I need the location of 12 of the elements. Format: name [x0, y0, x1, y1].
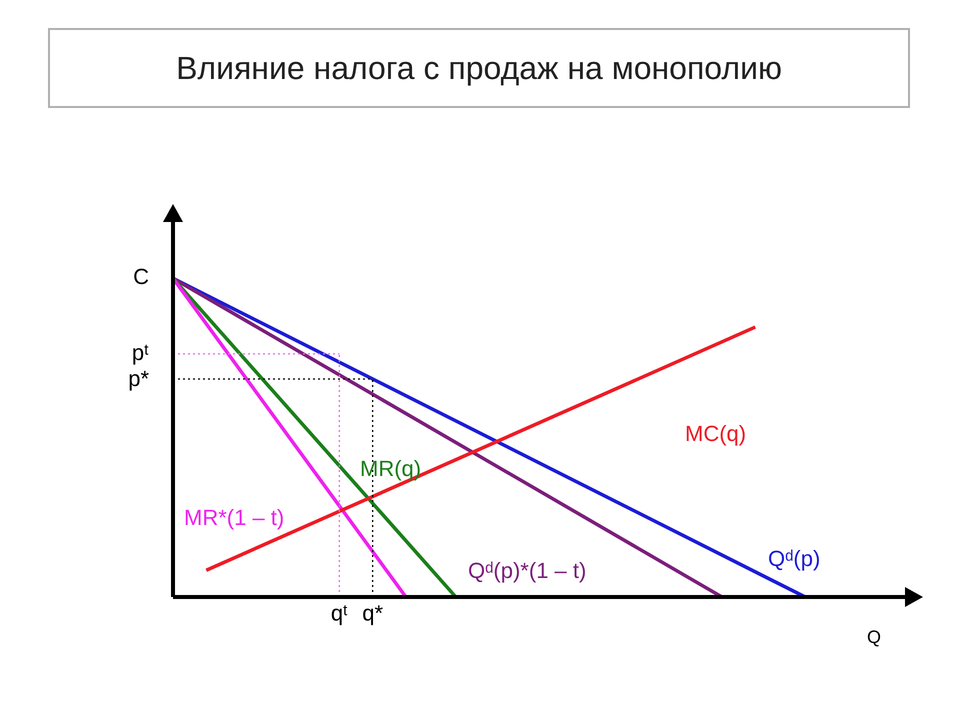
series-label: Qᵈ(p): [768, 546, 820, 572]
text: pᵗ: [132, 340, 149, 366]
series-label: MR(q): [360, 456, 422, 482]
text: C: [133, 264, 149, 290]
series-label: MR*(1 – t): [184, 505, 284, 531]
chart-title: Влияние налога с продаж на монополию: [48, 28, 910, 108]
text: MC(q): [685, 421, 746, 447]
x-tick-label: q*: [362, 600, 384, 626]
x-tick-label: qᵗ: [330, 600, 348, 626]
text: p*: [128, 366, 149, 392]
series-label: Qᵈ(p)*(1 – t): [468, 558, 586, 584]
x-axis-title: Q: [866, 627, 881, 647]
